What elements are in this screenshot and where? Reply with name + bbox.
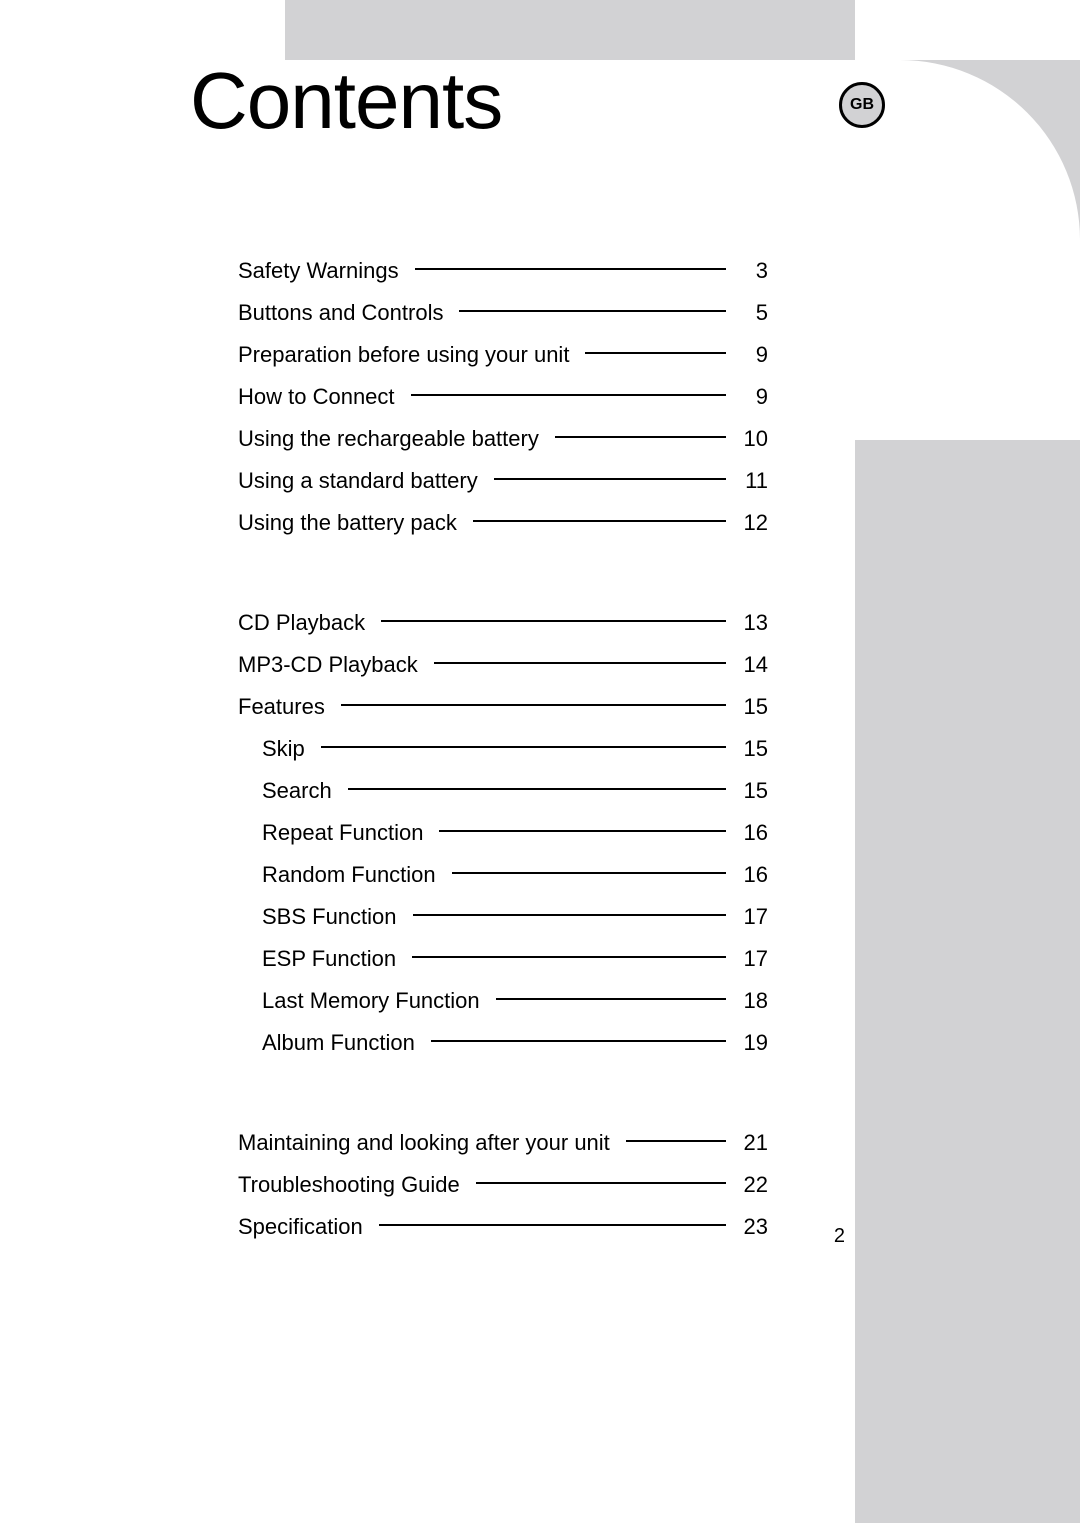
toc-entry-label: Using the rechargeable battery (238, 426, 549, 452)
toc-entry: Buttons and Controls 5 (238, 292, 768, 334)
toc-entry-page: 16 (732, 862, 768, 888)
toc-entry-label: CD Playback (238, 610, 375, 636)
toc-entry-label: MP3-CD Playback (238, 652, 428, 678)
toc-entry: Using the battery pack 12 (238, 502, 768, 544)
language-badge-text: GB (850, 96, 874, 114)
toc-leader-line (459, 310, 726, 312)
toc-entry: Using a standard battery 11 (238, 460, 768, 502)
page-title: Contents (190, 55, 502, 147)
toc-leader-line (626, 1140, 726, 1142)
toc-leader-line (348, 788, 726, 790)
top-gray-band (285, 0, 855, 60)
toc-entry-page: 3 (732, 258, 768, 284)
toc-entry: CD Playback 13 (238, 602, 768, 644)
toc-entry: Features 15 (238, 686, 768, 728)
toc-entry-page: 10 (732, 426, 768, 452)
toc-entry-label: Last Memory Function (238, 988, 490, 1014)
toc-entry-page: 21 (732, 1130, 768, 1156)
toc-entry: Random Function 16 (238, 854, 768, 896)
toc-entry: Search 15 (238, 770, 768, 812)
toc-entry-label: Using a standard battery (238, 468, 488, 494)
toc-entry: Using the rechargeable battery 10 (238, 418, 768, 460)
toc-leader-line (585, 352, 726, 354)
toc-entry-label: SBS Function (238, 904, 407, 930)
table-of-contents: Safety Warnings 3 Buttons and Controls 5 Pre… (238, 250, 768, 1248)
toc-leader-line (411, 394, 726, 396)
toc-entry-page: 17 (732, 904, 768, 930)
toc-entry-label: Troubleshooting Guide (238, 1172, 470, 1198)
language-badge: GB (839, 82, 885, 128)
toc-entry-page: 9 (732, 384, 768, 410)
toc-entry: Skip 15 (238, 728, 768, 770)
toc-entry: Preparation before using your unit 9 (238, 334, 768, 376)
toc-leader-line (341, 704, 726, 706)
toc-leader-line (434, 662, 726, 664)
toc-leader-line (379, 1224, 726, 1226)
toc-entry-label: Random Function (238, 862, 446, 888)
toc-entry: MP3-CD Playback 14 (238, 644, 768, 686)
toc-leader-line (413, 914, 726, 916)
toc-entry-label: Maintaining and looking after your unit (238, 1130, 620, 1156)
toc-entry-page: 5 (732, 300, 768, 326)
toc-entry: Album Function 19 (238, 1022, 768, 1064)
toc-entry: Troubleshooting Guide 22 (238, 1164, 768, 1206)
toc-entry-page: 15 (732, 736, 768, 762)
toc-entry-page: 17 (732, 946, 768, 972)
toc-entry-label: Album Function (238, 1030, 425, 1056)
toc-entry-label: Preparation before using your unit (238, 342, 579, 368)
toc-entry-page: 18 (732, 988, 768, 1014)
toc-entry-label: How to Connect (238, 384, 405, 410)
toc-entry: Specification 23 (238, 1206, 768, 1248)
toc-entry-label: Safety Warnings (238, 258, 409, 284)
toc-section-gap (238, 544, 768, 602)
toc-leader-line (496, 998, 726, 1000)
toc-leader-line (476, 1182, 726, 1184)
toc-entry: Safety Warnings 3 (238, 250, 768, 292)
toc-entry: Maintaining and looking after your unit 2… (238, 1122, 768, 1164)
toc-entry-page: 12 (732, 510, 768, 536)
toc-entry-label: Features (238, 694, 335, 720)
toc-entry-page: 15 (732, 778, 768, 804)
toc-entry-label: Search (238, 778, 342, 804)
page-number: 2 (834, 1225, 845, 1248)
toc-entry-page: 14 (732, 652, 768, 678)
toc-entry-page: 9 (732, 342, 768, 368)
toc-entry: Last Memory Function 18 (238, 980, 768, 1022)
toc-entry: SBS Function 17 (238, 896, 768, 938)
toc-entry-page: 11 (732, 468, 768, 494)
toc-leader-line (415, 268, 726, 270)
toc-entry-page: 15 (732, 694, 768, 720)
toc-leader-line (431, 1040, 726, 1042)
toc-entry-page: 19 (732, 1030, 768, 1056)
toc-leader-line (555, 436, 726, 438)
toc-entry-label: Specification (238, 1214, 373, 1240)
toc-entry: ESP Function 17 (238, 938, 768, 980)
toc-entry-page: 22 (732, 1172, 768, 1198)
toc-leader-line (494, 478, 726, 480)
toc-leader-line (439, 830, 726, 832)
toc-entry-label: ESP Function (238, 946, 406, 972)
toc-leader-line (381, 620, 726, 622)
toc-section-gap (238, 1064, 768, 1122)
toc-leader-line (412, 956, 726, 958)
toc-entry: Repeat Function 16 (238, 812, 768, 854)
toc-entry: How to Connect 9 (238, 376, 768, 418)
toc-entry-label: Buttons and Controls (238, 300, 453, 326)
toc-entry-page: 23 (732, 1214, 768, 1240)
toc-leader-line (321, 746, 726, 748)
toc-entry-label: Repeat Function (238, 820, 433, 846)
toc-leader-line (452, 872, 726, 874)
toc-entry-label: Skip (238, 736, 315, 762)
toc-leader-line (473, 520, 726, 522)
toc-entry-page: 16 (732, 820, 768, 846)
toc-entry-label: Using the battery pack (238, 510, 467, 536)
toc-entry-page: 13 (732, 610, 768, 636)
